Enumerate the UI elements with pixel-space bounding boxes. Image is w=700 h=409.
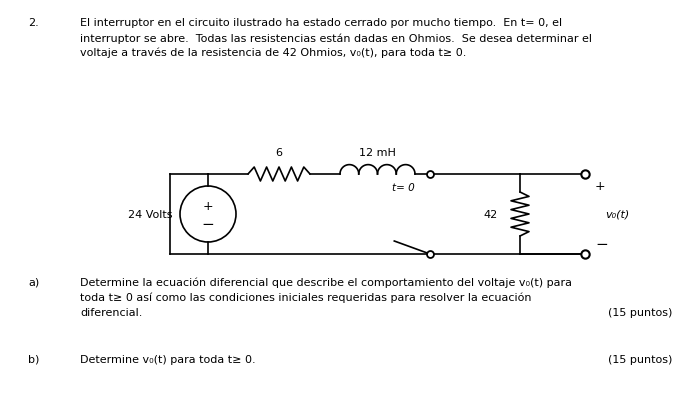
Text: 12 mH: 12 mH xyxy=(359,148,396,157)
Text: 42: 42 xyxy=(484,209,498,220)
Text: −: − xyxy=(202,217,214,232)
Text: 2.: 2. xyxy=(28,18,38,28)
Text: v₀(t): v₀(t) xyxy=(605,209,629,220)
Text: interruptor se abre.  Todas las resistencias están dadas en Ohmios.  Se desea de: interruptor se abre. Todas las resistenc… xyxy=(80,33,592,43)
Text: diferencial.: diferencial. xyxy=(80,307,142,317)
Text: 6: 6 xyxy=(276,148,283,157)
Text: voltaje a través de la resistencia de 42 Ohmios, v₀(t), para toda t≥ 0.: voltaje a través de la resistencia de 42… xyxy=(80,48,466,58)
Text: a): a) xyxy=(28,277,39,287)
Text: 24 Volts: 24 Volts xyxy=(127,209,172,220)
Text: +: + xyxy=(595,180,606,193)
Text: +: + xyxy=(203,200,214,213)
Text: (15 puntos): (15 puntos) xyxy=(608,354,672,364)
Text: Determine v₀(t) para toda t≥ 0.: Determine v₀(t) para toda t≥ 0. xyxy=(80,354,256,364)
Text: El interruptor en el circuito ilustrado ha estado cerrado por mucho tiempo.  En : El interruptor en el circuito ilustrado … xyxy=(80,18,562,28)
Text: toda t≥ 0 así como las condiciones iniciales requeridas para resolver la ecuació: toda t≥ 0 así como las condiciones inici… xyxy=(80,292,531,303)
Text: Determine la ecuación diferencial que describe el comportamiento del voltaje v₀(: Determine la ecuación diferencial que de… xyxy=(80,277,572,288)
Text: (15 puntos): (15 puntos) xyxy=(608,307,672,317)
Text: b): b) xyxy=(28,354,39,364)
Text: −: − xyxy=(595,237,608,252)
Text: t= 0: t= 0 xyxy=(392,182,414,193)
